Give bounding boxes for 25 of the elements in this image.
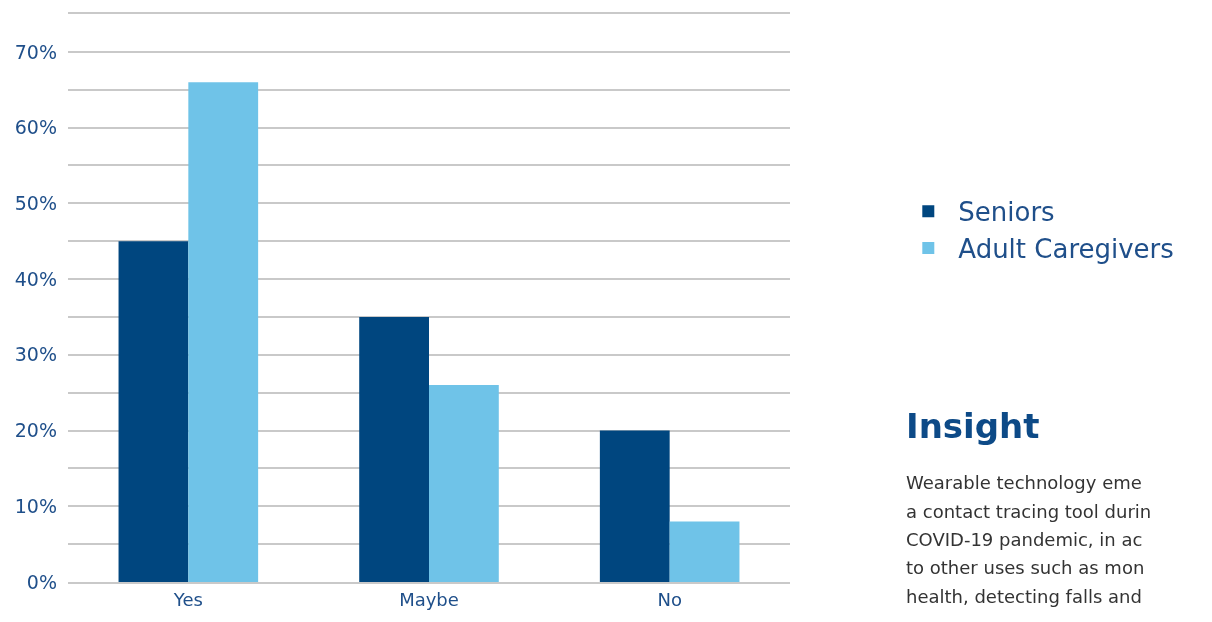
bar (118, 241, 189, 582)
bar (359, 316, 429, 582)
y-tick-label: 70% (14, 40, 57, 63)
bar (669, 521, 740, 582)
legend-label: Adult Caregivers (958, 234, 1174, 265)
text: COVID-19 pandemic, in ac (906, 529, 1143, 550)
text: a contact tracing tool durin (906, 501, 1152, 522)
y-tick-label: 20% (14, 419, 57, 442)
legend-label: Seniors (958, 197, 1055, 228)
x-tick-label: No (657, 588, 682, 610)
bar (188, 82, 259, 582)
y-tick-label: 30% (14, 343, 57, 366)
text: Wearable technology eme (906, 472, 1142, 493)
text: health, detecting falls and (906, 586, 1142, 607)
y-tick-label: 40% (14, 267, 57, 290)
text: to other uses such as mon (906, 557, 1145, 578)
y-tick-label: 10% (14, 494, 57, 517)
y-tick-label: 50% (14, 191, 57, 214)
bar (599, 430, 670, 582)
y-tick-label: 0% (26, 570, 57, 593)
x-tick-label: Maybe (399, 588, 459, 610)
y-tick-label: 60% (14, 116, 57, 139)
x-tick-label: Yes (172, 588, 203, 610)
bar (429, 385, 499, 582)
text: Insight (906, 406, 1040, 446)
